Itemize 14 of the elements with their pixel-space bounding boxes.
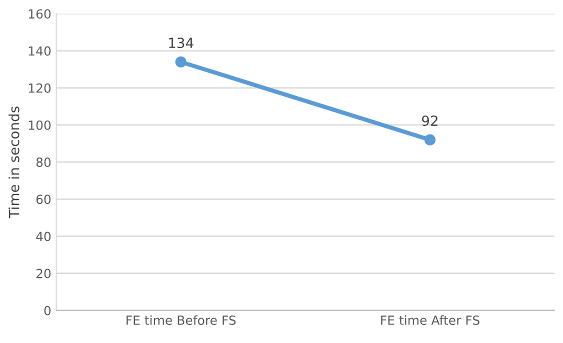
y-tick-label: 80: [36, 158, 51, 167]
x-tick-label: FE time After FS: [381, 315, 480, 325]
y-tick-label: 60: [36, 194, 51, 204]
x-tick-label: FE time Before FS: [126, 315, 236, 325]
y-tick-label: 160: [28, 9, 51, 19]
data-label: 134: [169, 38, 194, 48]
y-axis-title: Time in seconds: [8, 106, 20, 218]
y-tick-label: 0: [44, 306, 51, 316]
y-tick-label: 20: [36, 268, 51, 278]
data-label: 92: [422, 116, 438, 126]
y-tick-label: 40: [36, 232, 51, 242]
y-tick-label: 100: [28, 120, 51, 130]
y-tick-label: 140: [28, 46, 51, 56]
y-tick-label: 120: [28, 83, 51, 93]
